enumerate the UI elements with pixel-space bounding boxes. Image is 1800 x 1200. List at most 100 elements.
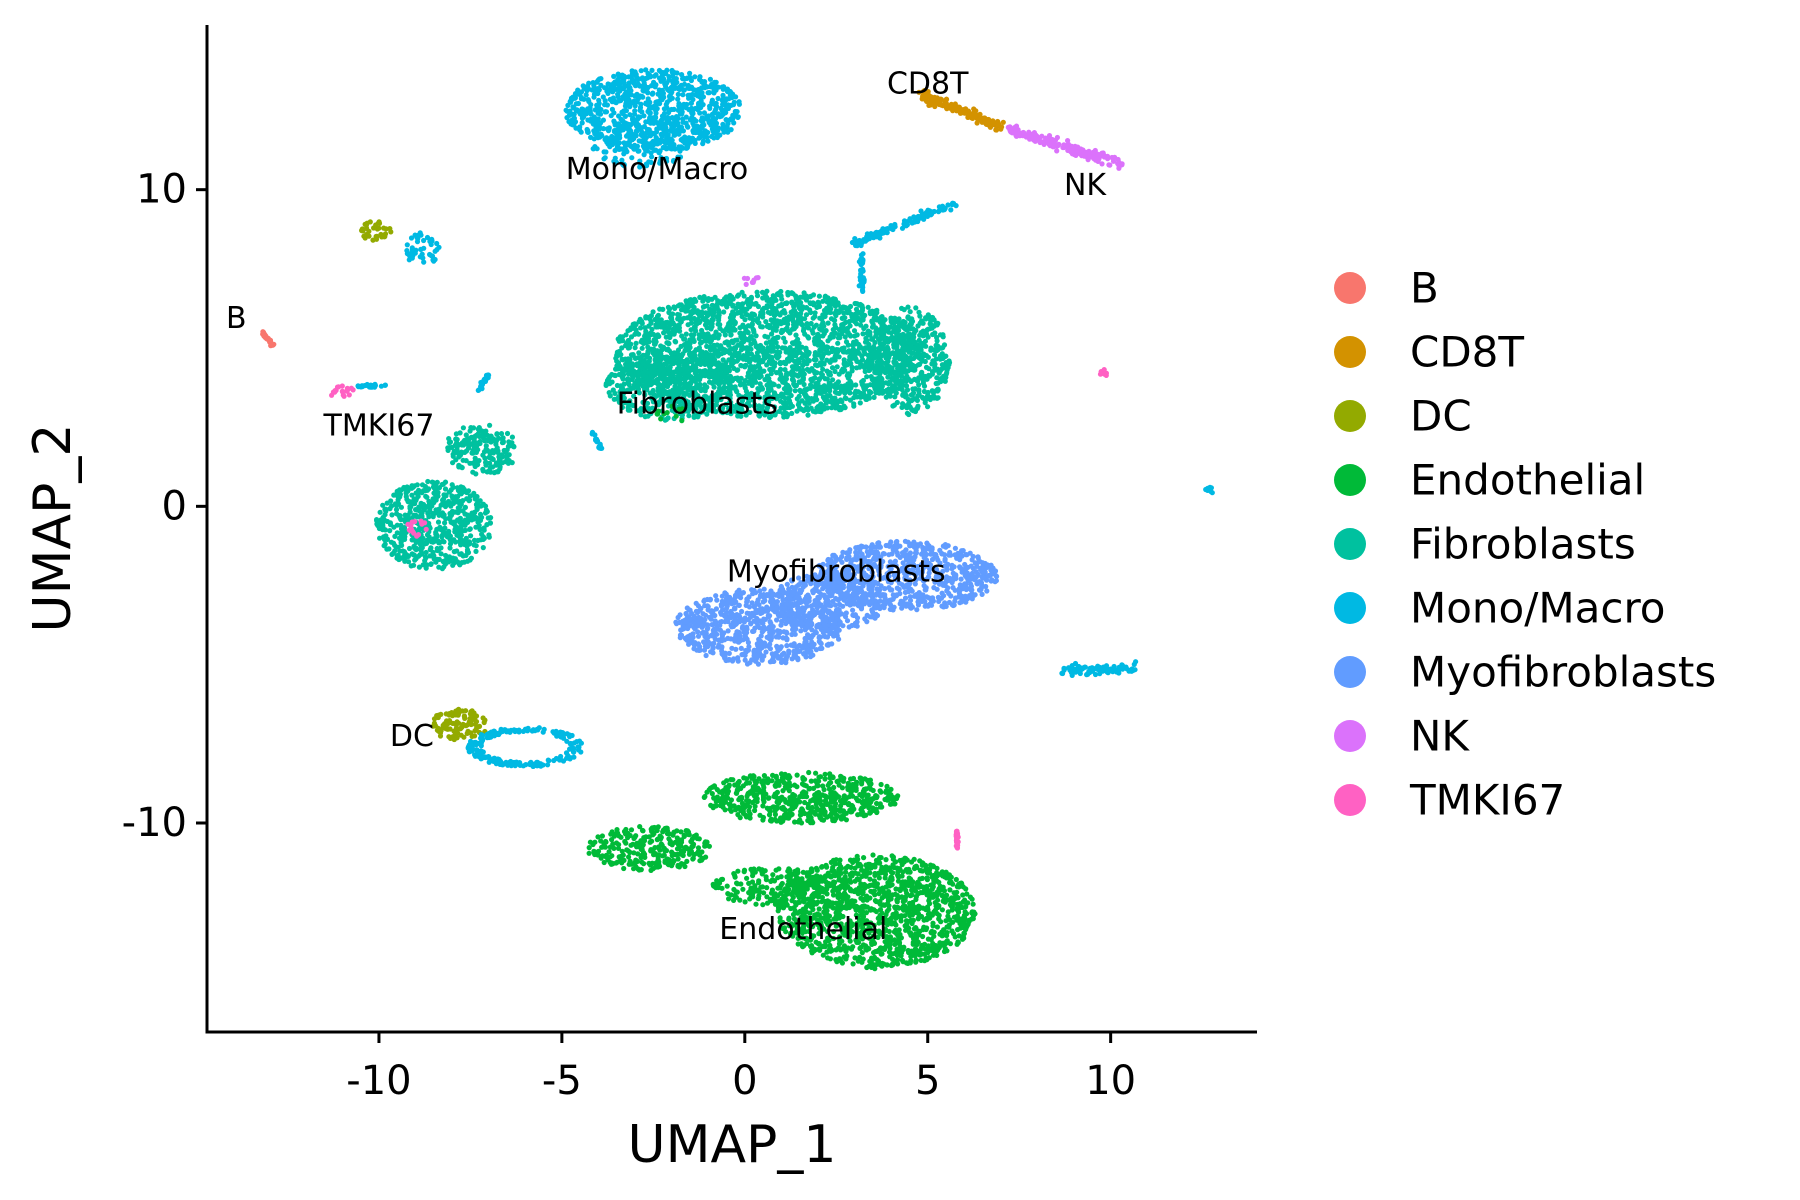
point-fibroblasts [917,313,923,319]
point-mono-macro [625,93,631,99]
point-fibroblasts [614,349,621,355]
point-fibroblasts [852,311,859,317]
point-nk [1097,152,1103,158]
point-nk [1033,132,1039,138]
point-fibroblasts [919,369,925,375]
point-fibroblasts [924,376,930,382]
point-fibroblasts [878,358,884,364]
point-fibroblasts [896,353,902,359]
point-fibroblasts [873,354,879,360]
point-mono-macro [378,383,384,389]
point-mono-macro [670,73,676,79]
point-fibroblasts [782,310,788,316]
point-fibroblasts [662,361,668,367]
point-fibroblasts [688,374,694,380]
point-fibroblasts [708,323,714,329]
point-cd8t [923,97,929,104]
point-fibroblasts [890,350,896,356]
point-fibroblasts [682,336,688,342]
point-fibroblasts [658,343,664,349]
point-fibroblasts [818,327,825,333]
point-mono-macro [683,114,689,120]
point-mono-macro [631,118,637,124]
point-mono-macro [602,109,608,115]
point-fibroblasts [778,301,785,308]
point-fibroblasts [646,323,652,329]
point-fibroblasts [644,354,650,360]
point-fibroblasts [663,334,669,340]
point-fibroblasts [847,372,853,378]
point-fibroblasts [877,390,883,396]
point-fibroblasts [423,549,429,556]
point-mono-macro [627,112,633,118]
point-fibroblasts [717,346,723,352]
point-mono-macro [593,436,599,442]
point-fibroblasts [904,404,910,411]
point-mono-macro [619,157,625,163]
point-mono-macro [616,113,622,119]
point-fibroblasts [858,394,864,400]
point-mono-macro [699,130,705,136]
point-fibroblasts [840,349,846,355]
point-fibroblasts [814,352,820,358]
point-fibroblasts [772,360,778,366]
point-fibroblasts [886,364,892,370]
point-fibroblasts [813,357,819,363]
point-fibroblasts [697,294,703,300]
point-fibroblasts [825,338,831,344]
point-mono-macro [589,429,596,435]
point-mono-macro [687,70,693,76]
point-mono-macro [680,92,686,98]
point-fibroblasts [867,311,874,317]
point-fibroblasts [678,357,684,363]
point-fibroblasts [836,371,842,377]
point-mono-macro [404,242,410,248]
point-fibroblasts [644,336,650,342]
point-fibroblasts [800,304,806,310]
point-mono-macro [585,83,591,89]
point-fibroblasts [655,312,662,318]
point-cd8t [927,102,934,108]
point-fibroblasts [803,312,810,318]
point-mono-macro [643,148,649,154]
point-fibroblasts [688,367,694,373]
point-mono-macro [653,135,659,141]
point-fibroblasts [722,368,729,374]
point-fibroblasts [839,315,845,321]
point-mono-macro [698,118,704,124]
point-mono-macro [689,138,695,144]
point-fibroblasts [929,388,935,394]
point-fibroblasts [835,379,842,385]
point-fibroblasts [943,371,949,377]
point-nk [1092,147,1098,154]
point-nk [1080,151,1086,157]
point-fibroblasts [689,309,695,315]
point-mono-macro [683,105,689,111]
point-mono-macro [615,72,621,78]
point-fibroblasts [701,303,708,309]
point-mono-macro [663,84,669,90]
point-mono-macro [854,243,860,249]
point-mono-macro [731,120,737,126]
point-fibroblasts [716,307,722,313]
point-fibroblasts [872,381,878,387]
point-mono-macro [681,87,687,93]
point-mono-macro [637,158,643,164]
point-dc [371,225,377,231]
point-fibroblasts [785,290,791,296]
point-mono-macro [641,113,647,119]
point-tmki67 [346,392,352,398]
point-fibroblasts [858,318,864,324]
point-fibroblasts [884,348,890,354]
point-mono-macro [475,387,481,393]
point-fibroblasts [869,324,876,330]
point-fibroblasts [857,400,863,406]
point-fibroblasts [849,317,855,323]
point-fibroblasts [786,390,792,396]
point-nk [741,275,748,281]
point-fibroblasts [891,402,898,408]
point-fibroblasts [634,330,640,336]
point-tmki67 [350,387,356,393]
point-mono-macro [647,74,654,80]
